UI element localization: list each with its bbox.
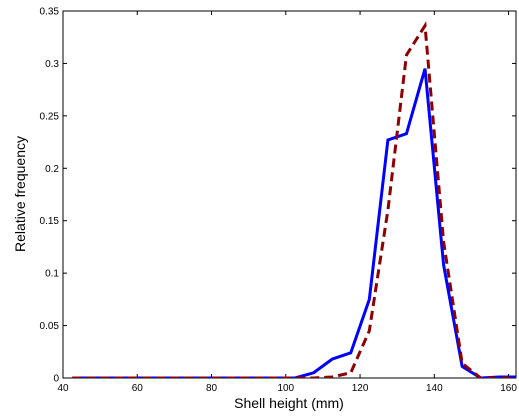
y-axis-ticks: 0 0.05 0.1 0.15 0.2 0.25 0.3 0.35 [40,7,516,385]
y-tick-label: 0.35 [40,7,60,18]
x-tick-label: 140 [426,383,443,394]
plot-area [62,10,517,379]
x-tick-label: 40 [57,383,69,394]
x-tick-label: 100 [277,383,294,394]
y-tick-label: 0.05 [40,321,60,332]
y-axis-title: Relative frequency [12,136,28,252]
series-layer [72,21,516,378]
y-tick-label: 0.3 [45,59,59,70]
x-tick-label: 60 [132,383,144,394]
x-axis-ticks: 40 60 80 100 120 140 160 [57,11,517,394]
y-tick-label: 0 [53,374,59,385]
x-tick-label: 160 [500,383,517,394]
x-axis-title: Shell height (mm) [234,395,344,411]
y-tick-label: 0.15 [40,216,60,227]
x-tick-label: 120 [352,383,369,394]
series-line-2 [72,21,516,378]
y-tick-label: 0.2 [45,164,59,175]
x-tick-label: 80 [206,383,218,394]
y-tick-label: 0.1 [45,269,59,280]
y-tick-label: 0.25 [40,111,60,122]
